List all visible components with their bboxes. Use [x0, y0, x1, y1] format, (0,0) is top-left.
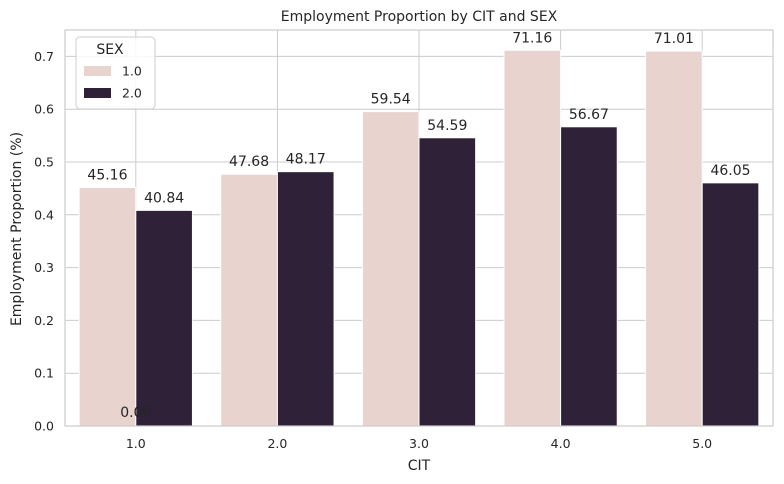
data-label: 71.01 [654, 31, 694, 47]
x-tick-label: 1.0 [126, 436, 146, 451]
y-tick-label: 0.3 [34, 260, 54, 275]
bar [503, 49, 562, 427]
x-tick-label: 4.0 [551, 436, 571, 451]
legend-entry: 2.0 [122, 86, 142, 101]
legend: SEX 1.0 2.0 [75, 36, 156, 110]
legend-swatch [84, 88, 111, 98]
y-tick-label: 0.5 [34, 155, 54, 170]
data-label: 45.16 [87, 168, 127, 184]
y-tick-label: 0.6 [34, 102, 54, 117]
data-label: 40.84 [144, 190, 184, 206]
data-label: 56.67 [569, 107, 609, 123]
y-axis-label: Employment Proportion (%) [9, 132, 25, 326]
legend-title: SEX [96, 42, 124, 58]
data-label: 46.05 [710, 163, 750, 179]
y-tick-label: 0.0 [34, 419, 54, 434]
annotation-label: 0.00 [120, 405, 151, 421]
y-tick-label: 0.4 [34, 207, 54, 222]
bar [361, 111, 420, 427]
bar [560, 126, 618, 427]
x-tick-label: 5.0 [692, 436, 712, 451]
y-tick-label: 0.1 [34, 366, 54, 381]
bar [276, 171, 335, 427]
data-label: 48.17 [286, 152, 326, 168]
y-tick-label: 0.2 [34, 313, 54, 328]
legend-entry: 1.0 [122, 64, 142, 79]
x-tick-label: 3.0 [409, 436, 429, 451]
legend-swatch [84, 66, 111, 76]
data-label: 54.59 [427, 118, 467, 134]
bar [645, 50, 703, 427]
bar [78, 187, 137, 427]
x-axis-label: CIT [408, 458, 431, 474]
data-label: 59.54 [371, 92, 411, 108]
data-label: 47.68 [229, 154, 269, 170]
chart-title: Employment Proportion by CIT and SEX [281, 9, 558, 25]
x-tick-label: 2.0 [267, 436, 287, 451]
plot-frame [64, 29, 774, 427]
bar [701, 182, 760, 427]
y-tick-label: 0.7 [34, 49, 54, 64]
bar [418, 137, 477, 427]
bars [78, 49, 760, 427]
data-label: 71.16 [512, 30, 552, 46]
data-labels: 45.16 47.68 59.54 71.16 71.01 40.84 48.17 54.59… [87, 30, 750, 421]
bar [135, 209, 193, 427]
bar [220, 173, 278, 427]
axes: 0.0 0.1 0.2 0.3 0.4 0.5 0.6 0.7 1.0 2.0 3.0 4.0 5.0 [34, 29, 774, 451]
